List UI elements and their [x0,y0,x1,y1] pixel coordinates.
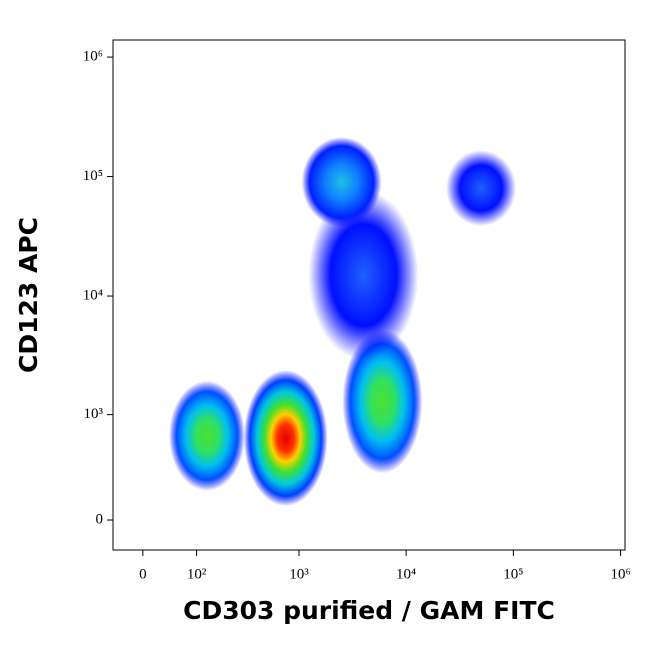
plot-frame [112,39,626,551]
x-tick-label: 10⁶ [610,566,630,582]
population [168,380,245,491]
population [308,190,419,361]
x-tick-label: 10⁴ [396,566,416,582]
y-tick-label: 10⁴ [83,287,103,303]
y-tick-label: 10³ [84,406,104,422]
y-tick-label: 10⁶ [83,49,103,65]
population [301,137,382,228]
x-tick-label: 0 [139,566,147,582]
x-axis-title: CD303 purified / GAM FITC [183,596,555,625]
x-tick-label: 10⁵ [503,566,523,582]
population [342,329,423,474]
x-tick-label: 10³ [289,566,309,582]
x-tick-label: 10² [187,566,207,582]
y-axis-title: CD123 APC [14,217,43,373]
population [446,150,517,227]
y-tick-label: 10⁵ [83,168,103,184]
population [243,370,328,507]
y-tick-label: 0 [96,511,104,527]
